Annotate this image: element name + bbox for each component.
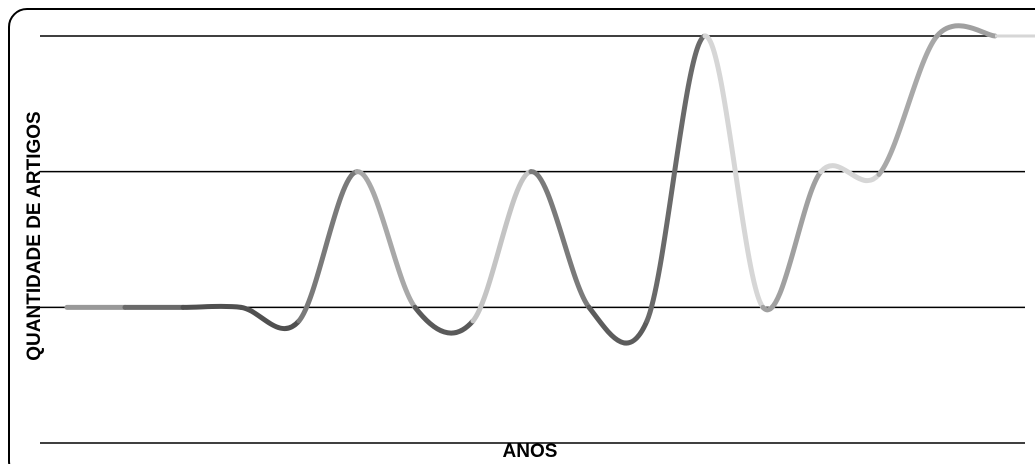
- series-segment-9: [528, 169, 592, 310]
- series-segment-10: [586, 304, 650, 346]
- series-segment-13: [760, 169, 824, 313]
- series-segment-7: [412, 304, 476, 336]
- series-segment-15: [876, 33, 940, 177]
- y-axis-title: QUANTIDADE DE ARTIGOS: [24, 111, 45, 360]
- series-segment-5: [296, 169, 360, 324]
- series-segment-14: [818, 163, 882, 184]
- series-segment-6: [354, 169, 418, 310]
- series-segment-8: [470, 169, 534, 324]
- series-segment-11: [644, 33, 708, 324]
- series-segment-16: [934, 23, 998, 39]
- series-segment-3: [180, 303, 244, 310]
- series-line: [64, 23, 1035, 346]
- chart-frame: [8, 8, 1035, 464]
- series-segment-4: [238, 304, 302, 331]
- series-segment-12: [702, 33, 766, 310]
- x-axis-title: ANOS: [503, 441, 558, 462]
